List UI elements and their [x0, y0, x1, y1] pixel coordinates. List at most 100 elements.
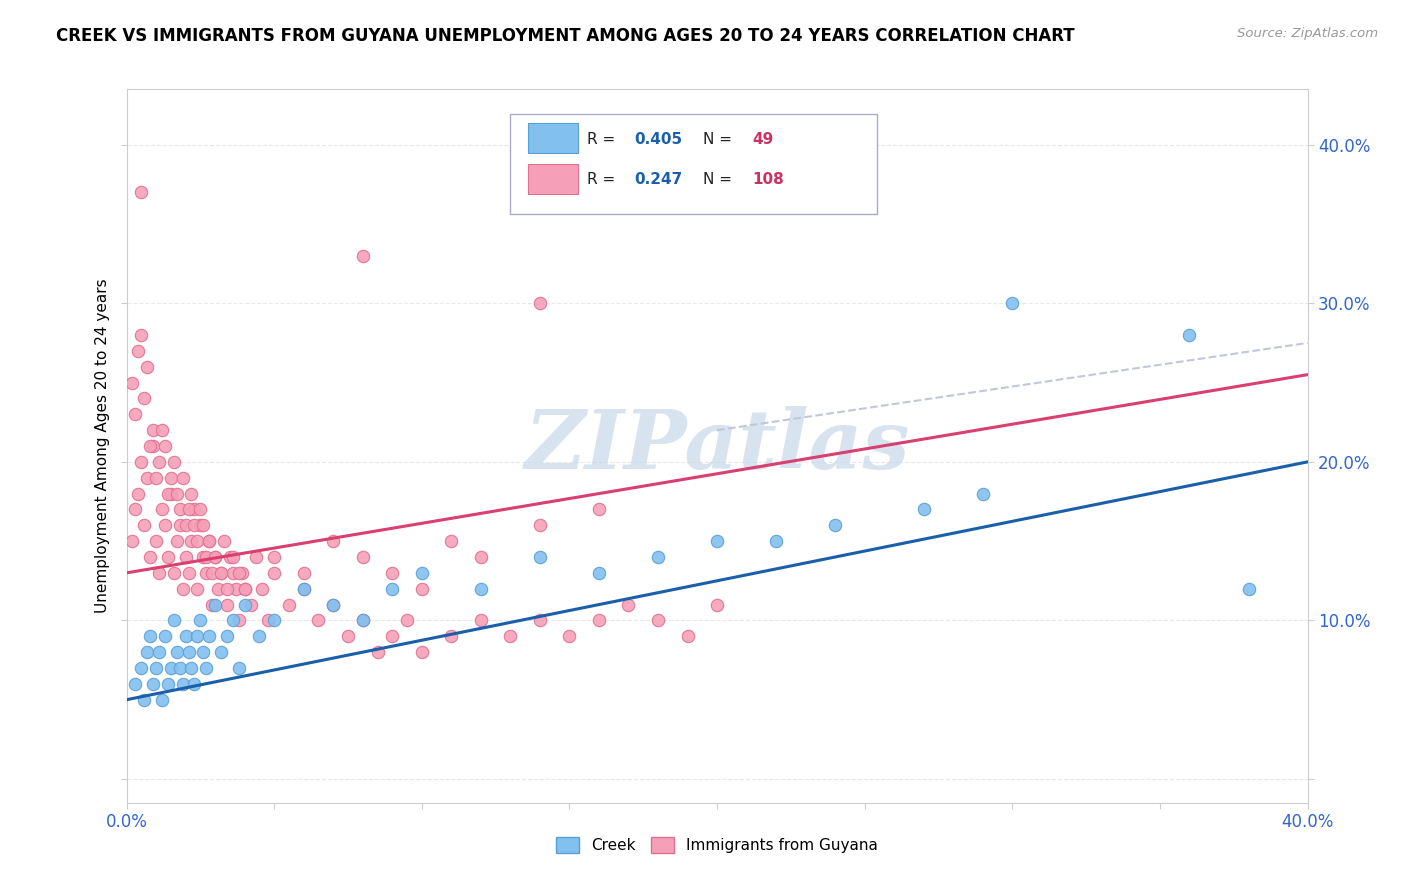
- Point: [209, 566, 232, 580]
- Point: [706, 534, 728, 549]
- Point: [228, 614, 250, 628]
- Point: [195, 566, 218, 580]
- Point: [183, 677, 205, 691]
- Point: [263, 614, 285, 628]
- Point: [166, 534, 188, 549]
- Point: [177, 566, 200, 580]
- Text: R =: R =: [588, 132, 620, 146]
- Point: [263, 549, 285, 564]
- Point: [169, 518, 191, 533]
- Point: [352, 614, 374, 628]
- Point: [150, 502, 173, 516]
- Point: [153, 439, 176, 453]
- Point: [148, 645, 170, 659]
- Point: [529, 296, 551, 310]
- Y-axis label: Unemployment Among Ages 20 to 24 years: Unemployment Among Ages 20 to 24 years: [94, 278, 110, 614]
- Point: [1178, 328, 1201, 343]
- Point: [676, 629, 699, 643]
- Point: [529, 549, 551, 564]
- Point: [145, 471, 167, 485]
- Point: [239, 598, 262, 612]
- Point: [292, 582, 315, 596]
- Point: [134, 518, 156, 533]
- Point: [156, 486, 179, 500]
- Point: [172, 471, 194, 485]
- Point: [188, 502, 212, 516]
- Point: [215, 598, 238, 612]
- Point: [156, 677, 179, 691]
- Point: [183, 518, 205, 533]
- Point: [172, 582, 194, 596]
- Point: [174, 629, 197, 643]
- Point: [233, 582, 256, 596]
- Point: [207, 582, 229, 596]
- Point: [352, 614, 374, 628]
- Point: [124, 677, 146, 691]
- Point: [148, 455, 170, 469]
- Point: [257, 614, 280, 628]
- Point: [160, 486, 183, 500]
- Point: [142, 439, 165, 453]
- Point: [1237, 582, 1260, 596]
- Point: [124, 502, 146, 516]
- Legend: Creek, Immigrants from Guyana: Creek, Immigrants from Guyana: [550, 831, 884, 859]
- Point: [212, 534, 235, 549]
- Point: [204, 549, 226, 564]
- Point: [188, 614, 212, 628]
- Point: [765, 534, 787, 549]
- Point: [180, 486, 202, 500]
- Point: [163, 566, 186, 580]
- Point: [322, 598, 344, 612]
- Point: [322, 598, 344, 612]
- Point: [134, 692, 156, 706]
- Point: [209, 645, 232, 659]
- Point: [201, 566, 224, 580]
- Point: [529, 614, 551, 628]
- Point: [186, 629, 208, 643]
- Point: [148, 566, 170, 580]
- Point: [252, 582, 274, 596]
- Point: [292, 582, 315, 596]
- Point: [127, 343, 149, 358]
- Point: [198, 534, 221, 549]
- Point: [139, 549, 162, 564]
- Point: [193, 518, 215, 533]
- Point: [381, 629, 404, 643]
- Point: [972, 486, 994, 500]
- Point: [411, 645, 433, 659]
- Point: [129, 328, 153, 343]
- Point: [222, 614, 245, 628]
- Point: [337, 629, 360, 643]
- Point: [145, 534, 167, 549]
- Point: [172, 677, 194, 691]
- Point: [180, 534, 202, 549]
- FancyBboxPatch shape: [529, 123, 578, 153]
- Point: [381, 566, 404, 580]
- Point: [278, 598, 301, 612]
- Point: [121, 534, 143, 549]
- Point: [195, 661, 218, 675]
- Point: [588, 502, 610, 516]
- Point: [588, 614, 610, 628]
- FancyBboxPatch shape: [510, 114, 876, 214]
- Text: N =: N =: [703, 132, 737, 146]
- Point: [558, 629, 581, 643]
- Point: [136, 359, 159, 374]
- Point: [169, 661, 191, 675]
- Point: [156, 549, 179, 564]
- Point: [177, 502, 200, 516]
- Point: [145, 661, 167, 675]
- Point: [136, 471, 159, 485]
- Point: [136, 645, 159, 659]
- Point: [201, 598, 224, 612]
- Point: [121, 376, 143, 390]
- Point: [824, 518, 846, 533]
- Point: [195, 549, 218, 564]
- Point: [139, 439, 162, 453]
- Point: [186, 534, 208, 549]
- Point: [381, 582, 404, 596]
- Point: [150, 692, 173, 706]
- Point: [529, 518, 551, 533]
- Point: [129, 455, 153, 469]
- Point: [139, 629, 162, 643]
